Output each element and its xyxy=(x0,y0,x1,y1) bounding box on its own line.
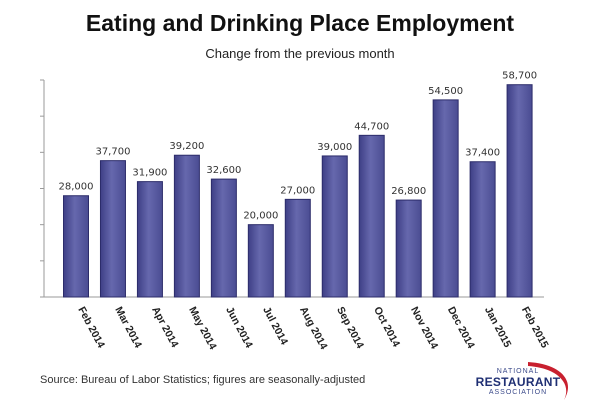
data-label: 28,000 xyxy=(59,182,94,193)
x-tick-label: Jul 2014 xyxy=(260,305,290,347)
x-tick-label: Jan 2015 xyxy=(482,305,514,350)
bar xyxy=(506,84,533,298)
data-label: 37,700 xyxy=(95,147,130,158)
x-tick-label: Apr 2014 xyxy=(149,305,180,350)
bar xyxy=(63,195,89,298)
bar xyxy=(136,181,163,298)
data-label: 31,900 xyxy=(132,168,167,179)
x-tick-label: Jun 2014 xyxy=(223,305,255,350)
chart-subtitle: Change from the previous month xyxy=(205,46,395,61)
bar xyxy=(210,178,237,298)
logo-swoosh-icon xyxy=(528,362,568,400)
x-tick-label: Dec 2014 xyxy=(445,305,477,351)
x-tick-label: Nov 2014 xyxy=(408,305,440,351)
x-tick-label: Feb 2015 xyxy=(519,305,551,350)
data-label: 27,000 xyxy=(280,185,315,196)
x-tick-label: Aug 2014 xyxy=(297,305,330,352)
data-label: 37,400 xyxy=(465,148,500,159)
data-label: 39,200 xyxy=(169,141,204,152)
bar xyxy=(358,134,385,298)
bar xyxy=(469,161,496,298)
data-label: 44,700 xyxy=(354,121,389,132)
x-tick-label: Sep 2014 xyxy=(334,305,366,351)
bar xyxy=(173,154,200,298)
data-label: 20,000 xyxy=(243,211,278,222)
nra-logo: NATIONAL RESTAURANT ASSOCIATION xyxy=(468,358,580,408)
bar xyxy=(247,224,274,298)
data-label: 39,000 xyxy=(317,142,352,153)
x-tick-label: Mar 2014 xyxy=(112,305,144,350)
bar xyxy=(432,99,459,298)
data-label: 32,600 xyxy=(206,165,241,176)
source-note: Source: Bureau of Labor Statistics; figu… xyxy=(40,374,366,386)
chart-title: Eating and Drinking Place Employment xyxy=(85,10,515,36)
bar xyxy=(99,160,126,298)
x-tick-label: Oct 2014 xyxy=(371,305,402,349)
logo-text-restaurant: RESTAURANT xyxy=(475,375,561,389)
logo-text-association: ASSOCIATION xyxy=(488,389,548,396)
data-label: 58,700 xyxy=(502,71,537,82)
x-tick-label: Feb 2014 xyxy=(75,305,107,350)
x-tick-label: May 2014 xyxy=(186,305,219,352)
data-label: 54,500 xyxy=(428,86,463,97)
data-label: 26,800 xyxy=(391,186,426,197)
bar xyxy=(321,155,348,298)
bar xyxy=(284,198,311,298)
logo-text-national: NATIONAL xyxy=(496,368,540,375)
bar xyxy=(395,199,422,298)
